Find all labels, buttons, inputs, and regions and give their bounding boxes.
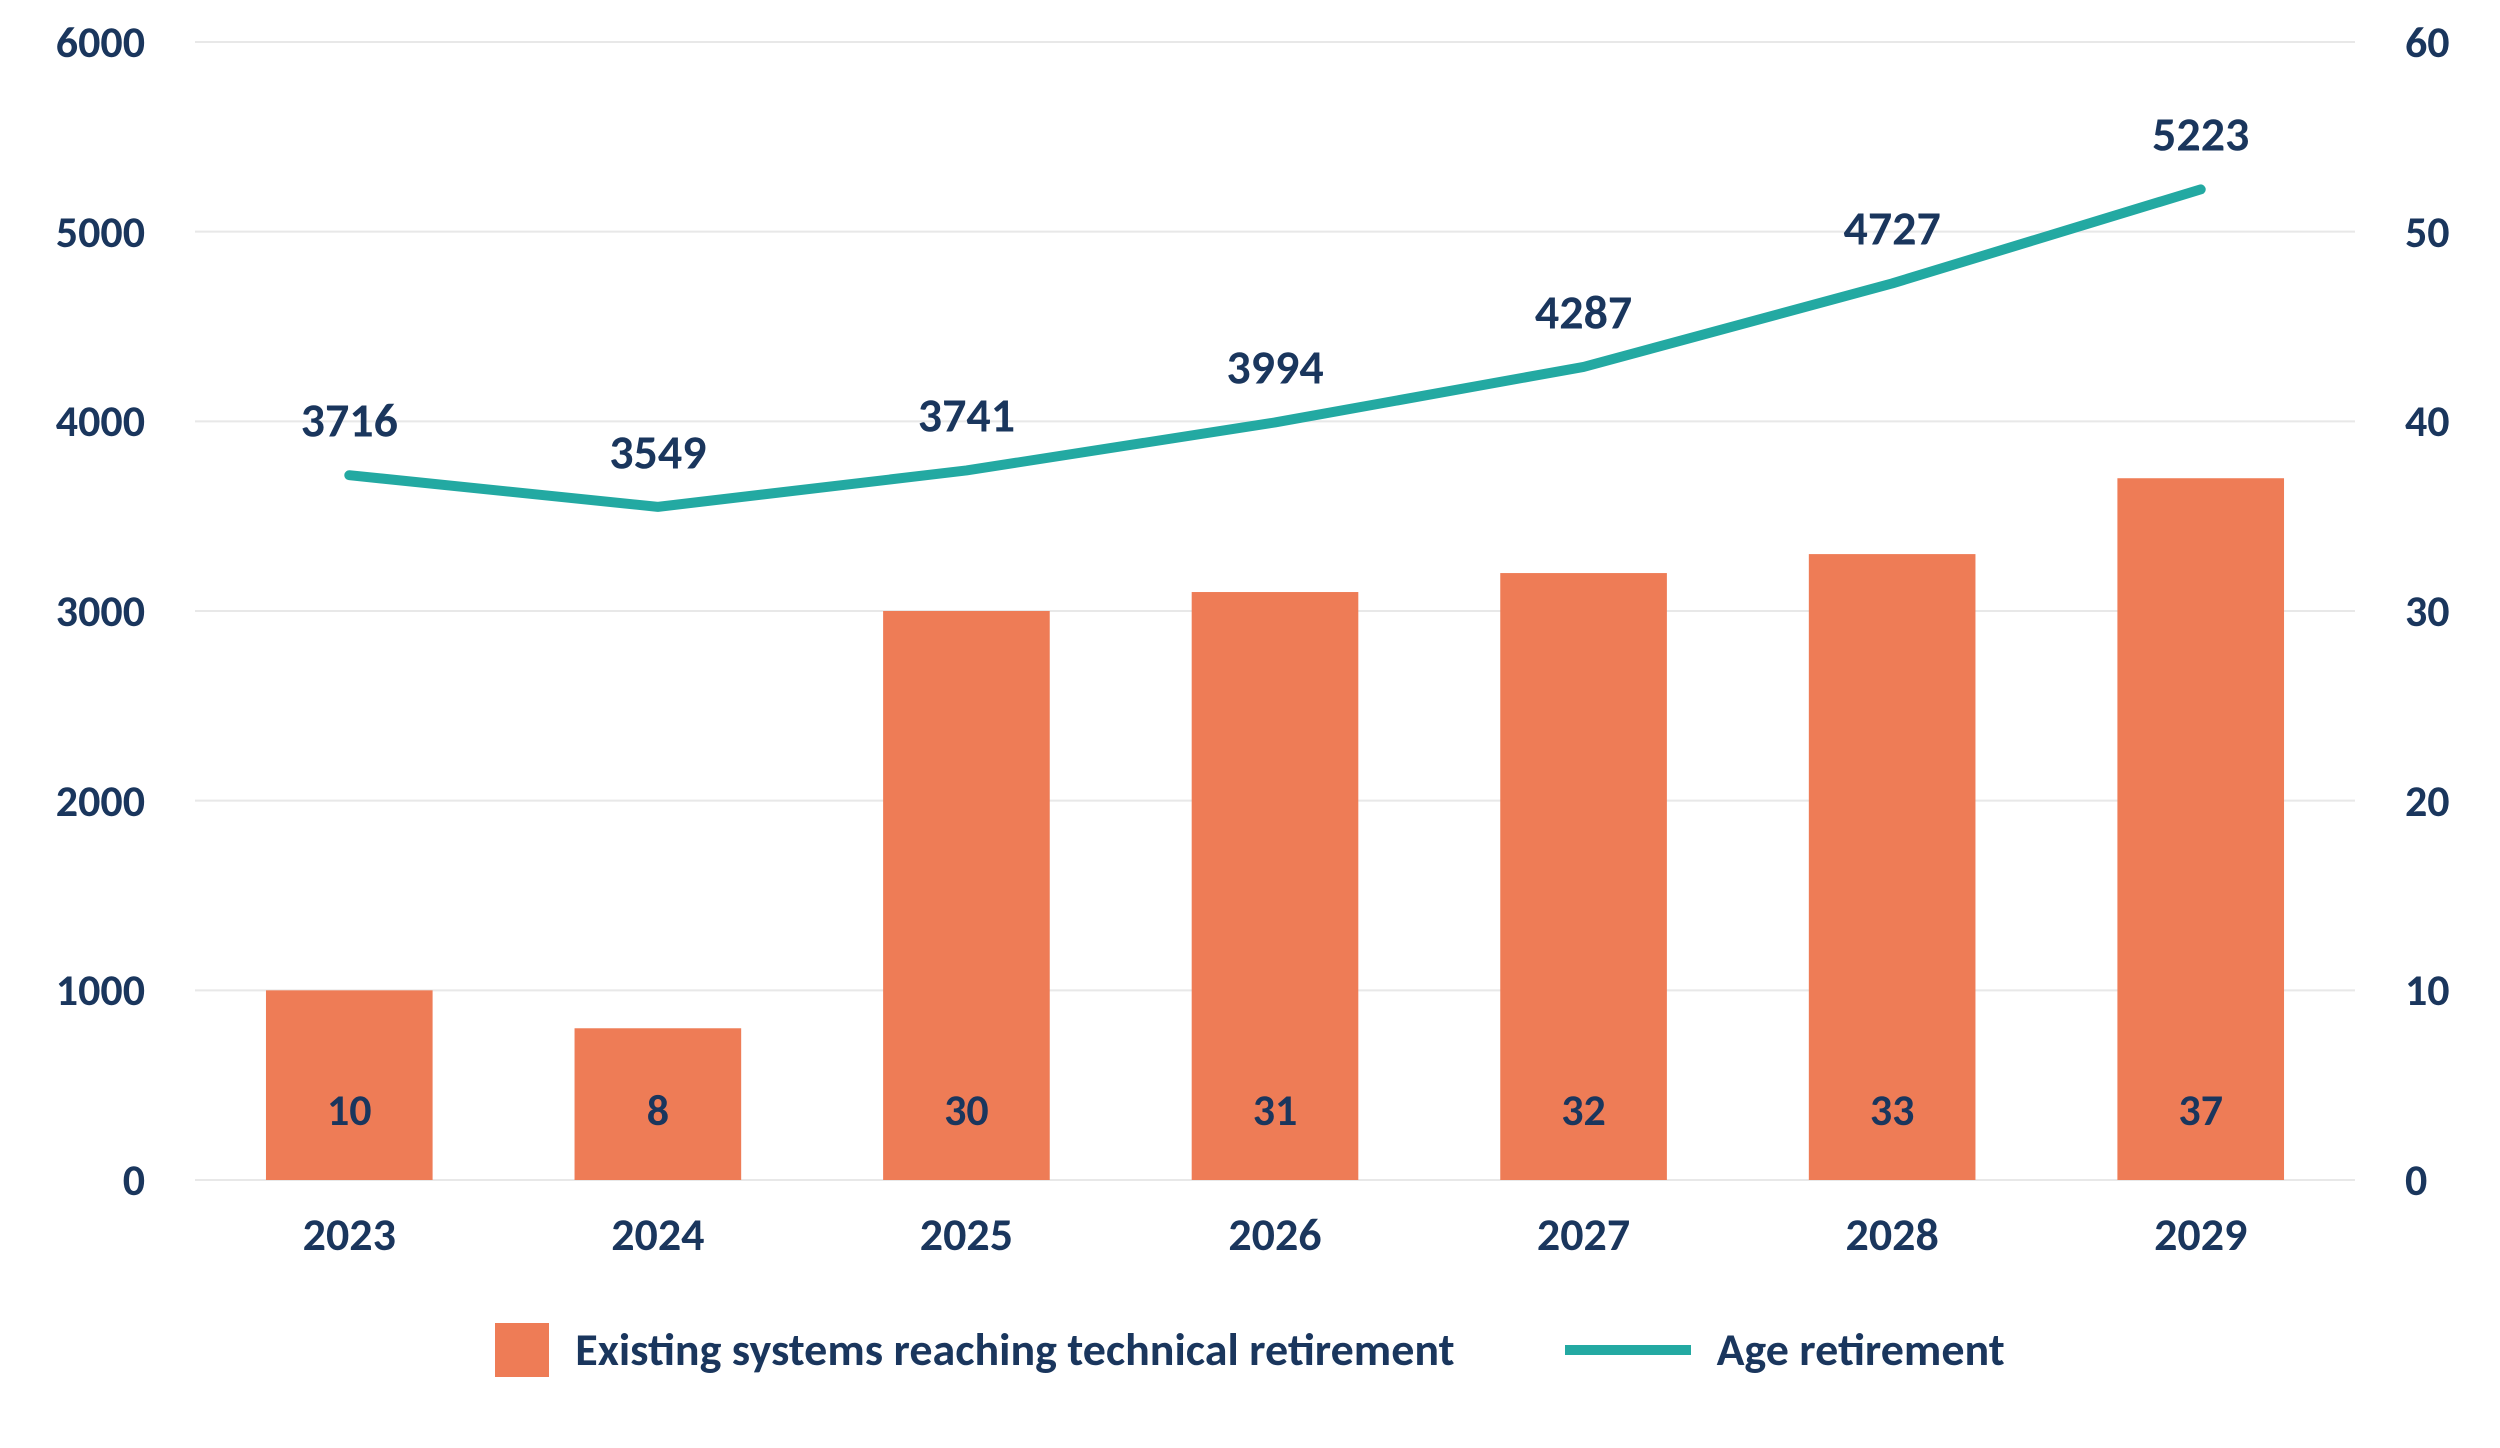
x-category: 2027 xyxy=(1537,1207,1630,1263)
y-left-tick: 5000 xyxy=(56,205,145,259)
x-category: 2024 xyxy=(611,1207,704,1263)
y-right-tick: 50 xyxy=(2405,205,2450,259)
y-right-tick: 20 xyxy=(2405,774,2450,828)
bar-value-label: 30 xyxy=(944,1083,989,1137)
bar-value-label: 31 xyxy=(1253,1083,1298,1137)
bar xyxy=(2117,478,2284,1180)
legend-item-line: Age retirement xyxy=(1565,1322,2005,1378)
line-value-label: 5223 xyxy=(2152,105,2249,164)
y-right-tick: 0 xyxy=(2405,1153,2427,1207)
x-category: 2029 xyxy=(2154,1207,2247,1263)
x-category: 2028 xyxy=(1846,1207,1939,1263)
y-left-tick: 1000 xyxy=(56,963,145,1017)
retirement-chart: 0 1000 2000 3000 4000 5000 6000 0 10 20 30 40 50 60 20… xyxy=(0,0,2500,1448)
x-category: 2023 xyxy=(303,1207,396,1263)
bar-value-label: 32 xyxy=(1561,1083,1606,1137)
line-value-label: 4287 xyxy=(1535,282,1632,341)
y-right-tick: 30 xyxy=(2405,584,2450,638)
y-left-tick: 6000 xyxy=(56,15,145,69)
line-value-label: 3994 xyxy=(1226,338,1323,397)
legend-swatch-bar xyxy=(495,1323,549,1377)
y-left-tick: 4000 xyxy=(56,394,145,448)
y-left-tick: 2000 xyxy=(56,774,145,828)
x-category: 2025 xyxy=(920,1207,1013,1263)
y-right-tick: 40 xyxy=(2405,394,2450,448)
x-category: 2026 xyxy=(1228,1207,1321,1263)
y-left-tick: 3000 xyxy=(56,584,145,638)
y-right-tick: 10 xyxy=(2405,963,2450,1017)
bar-value-label: 37 xyxy=(2178,1083,2223,1137)
line-value-label: 3549 xyxy=(609,422,706,481)
line-value-label: 3741 xyxy=(918,386,1015,445)
legend-swatch-line xyxy=(1565,1345,1691,1355)
bar-value-label: 33 xyxy=(1870,1083,1915,1137)
y-right-tick: 60 xyxy=(2405,15,2450,69)
legend-label-bars: Existing systems reaching technical reti… xyxy=(575,1322,1454,1378)
y-left-tick: 0 xyxy=(123,1153,145,1207)
bar-value-label: 10 xyxy=(327,1083,372,1137)
legend-label-line: Age retirement xyxy=(1717,1322,2005,1378)
legend-item-bars: Existing systems reaching technical reti… xyxy=(495,1322,1454,1378)
legend: Existing systems reaching technical reti… xyxy=(0,1322,2500,1378)
bar-value-label: 8 xyxy=(647,1083,669,1137)
line-value-label: 4727 xyxy=(1843,199,1940,258)
line-value-label: 3716 xyxy=(301,391,398,450)
